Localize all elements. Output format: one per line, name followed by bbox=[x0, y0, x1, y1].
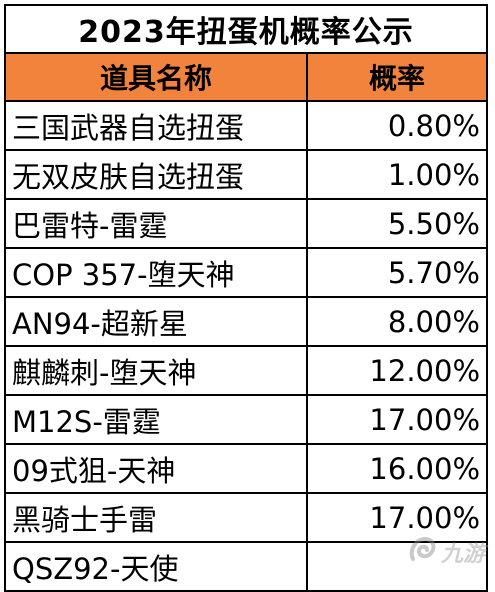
table-row: AN94-超新星 8.00% bbox=[6, 298, 486, 347]
item-name-cell: QSZ92-天使 bbox=[6, 543, 308, 590]
header-item-name: 道具名称 bbox=[6, 54, 308, 100]
item-name-cell: 巴雷特-雷霆 bbox=[6, 200, 308, 247]
item-name-cell: 麒麟刺-堕天神 bbox=[6, 347, 308, 394]
item-name-cell: 三国武器自选扭蛋 bbox=[6, 102, 308, 149]
jiuyou-logo-icon bbox=[405, 533, 439, 571]
table-header-row: 道具名称 概率 bbox=[6, 54, 486, 102]
probability-cell: 17.00% bbox=[369, 402, 480, 437]
probability-cell: 5.50% bbox=[387, 206, 480, 241]
probability-cell: 16.00% bbox=[369, 451, 480, 486]
table-row: 三国武器自选扭蛋 0.80% bbox=[6, 102, 486, 151]
table-row: COP 357-堕天神 5.70% bbox=[6, 249, 486, 298]
probability-cell: 17.00% bbox=[369, 500, 480, 535]
item-name-cell: COP 357-堕天神 bbox=[6, 249, 308, 296]
probability-cell: 5.70% bbox=[387, 255, 480, 290]
probability-cell: 0.80% bbox=[387, 108, 480, 143]
table-title: 2023年扭蛋机概率公示 bbox=[6, 6, 486, 54]
header-probability: 概率 bbox=[368, 62, 425, 95]
watermark-text: 九游 bbox=[440, 542, 485, 567]
table-row: M12S-雷霆 17.00% bbox=[6, 396, 486, 445]
table-row: 无双皮肤自选扭蛋 1.00% bbox=[6, 151, 486, 200]
probability-cell: 1.00% bbox=[387, 157, 480, 192]
item-name-cell: 无双皮肤自选扭蛋 bbox=[6, 151, 308, 198]
table-row: 巴雷特-雷霆 5.50% bbox=[6, 200, 486, 249]
table-row: 麒麟刺-堕天神 12.00% bbox=[6, 347, 486, 396]
probability-cell: 8.00% bbox=[387, 304, 480, 339]
table-row: 09式狙-天神 16.00% bbox=[6, 445, 486, 494]
table-row: 黑骑士手雷 17.00% bbox=[6, 494, 486, 543]
item-name-cell: 09式狙-天神 bbox=[6, 445, 308, 492]
probability-table: 2023年扭蛋机概率公示 道具名称 概率 三国武器自选扭蛋 0.80% 无双皮肤… bbox=[4, 4, 488, 592]
probability-cell: 12.00% bbox=[369, 353, 480, 388]
item-name-cell: M12S-雷霆 bbox=[6, 396, 308, 443]
item-name-cell: 黑骑士手雷 bbox=[6, 494, 308, 541]
watermark: 九游 bbox=[405, 533, 485, 571]
item-name-cell: AN94-超新星 bbox=[6, 298, 308, 345]
